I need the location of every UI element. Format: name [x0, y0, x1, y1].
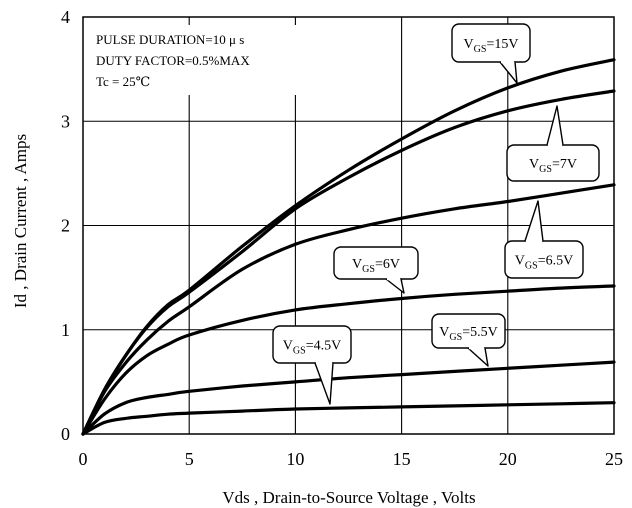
series-callouts: VGS=15V VGS=7V VGS=6.5V VGS=6V VGS=5.5V VGS=4… — [272, 23, 600, 405]
callout-box-2 — [504, 240, 584, 279]
y-axis-label: Id , Drain Current , Amps — [11, 134, 30, 308]
callout-label-2: VGS=6.5V — [515, 254, 573, 272]
series-line-2 — [81, 183, 616, 436]
callout-pointer-3 — [385, 278, 405, 294]
callout-pointer-1 — [546, 105, 564, 146]
x-tick-label-1: 5 — [185, 449, 194, 469]
series-group — [81, 58, 616, 436]
callout-box-3 — [333, 246, 419, 280]
callout-label-4: VGS=5.5V — [439, 325, 497, 343]
callout-label-1: VGS=7V — [529, 157, 577, 175]
condition-case-temperature: Tc = 25℃ — [96, 74, 150, 89]
callout-box-0 — [451, 23, 531, 63]
series-line-4 — [81, 360, 616, 436]
callout-1: VGS=7V — [506, 105, 600, 182]
series-line-3 — [81, 284, 616, 436]
y-tick-label-2: 2 — [61, 216, 70, 236]
condition-pulse-duration: PULSE DURATION=10 μ s — [96, 32, 244, 47]
callout-4: VGS=5.5V — [431, 313, 506, 367]
callout-pointer-2 — [524, 200, 544, 242]
callout-label-0: VGS=15V — [464, 37, 519, 55]
y-tick-label-1: 1 — [61, 320, 70, 340]
callout-5: VGS=4.5V — [272, 325, 352, 405]
y-tick-label-3: 3 — [61, 111, 70, 131]
callout-pointer-5 — [314, 362, 334, 405]
plot-frame — [82, 16, 615, 435]
x-tick-label-4: 20 — [499, 449, 517, 469]
test-conditions: PULSE DURATION=10 μ s DUTY FACTOR=0.5%MA… — [90, 25, 298, 95]
x-tick-label-5: 25 — [605, 449, 623, 469]
y-tick-label-0: 0 — [61, 424, 70, 444]
callout-pointer-4 — [467, 347, 489, 367]
tick-labels: 0 5 10 15 20 25 0 1 2 3 4 — [61, 7, 623, 469]
y-tick-label-4: 4 — [61, 7, 70, 27]
callout-3: VGS=6V — [333, 246, 419, 294]
callout-0: VGS=15V — [451, 23, 531, 84]
callout-label-5: VGS=4.5V — [283, 339, 341, 357]
x-tick-label-3: 15 — [393, 449, 411, 469]
x-tick-label-0: 0 — [79, 449, 88, 469]
condition-duty-factor: DUTY FACTOR=0.5%MAX — [96, 53, 250, 68]
callout-pointer-0 — [499, 61, 518, 84]
x-axis-label: Vds , Drain-to-Source Voltage , Volts — [222, 488, 475, 507]
x-tick-label-2: 10 — [286, 449, 304, 469]
callout-label-3: VGS=6V — [352, 257, 400, 275]
callout-2: VGS=6.5V — [504, 200, 584, 279]
callout-box-5 — [272, 325, 352, 364]
series-line-1 — [81, 89, 616, 436]
series-line-5 — [81, 401, 616, 436]
